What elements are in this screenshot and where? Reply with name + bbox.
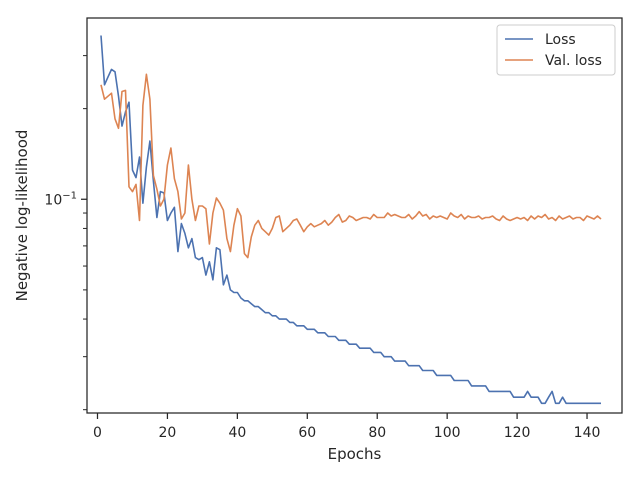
series-line-loss (100, 35, 601, 405)
x-tick-label: 60 (298, 425, 316, 441)
x-tick-label: 40 (228, 425, 246, 441)
plot-area (100, 35, 602, 405)
axes-frame (86, 17, 623, 414)
x-tick-label: 20 (159, 425, 177, 441)
legend-box (496, 24, 616, 76)
x-tick-label: 100 (434, 425, 461, 441)
axis-ticks: 0 20 40 60 80 100 120 140 10−1 (44, 55, 601, 441)
x-tick-label: 120 (504, 425, 531, 441)
y-axis-label: Negative log-likelihood (13, 130, 31, 302)
legend-label-val-loss: Val. loss (545, 53, 602, 69)
y-tick-label: 10−1 (44, 190, 77, 208)
x-tick-label: 0 (93, 425, 102, 441)
x-tick-label: 80 (368, 425, 386, 441)
legend: Loss Val. loss (496, 24, 616, 76)
x-tick-label: 140 (574, 425, 601, 441)
legend-label-loss: Loss (545, 32, 576, 48)
x-axis-label: Epochs (328, 445, 382, 463)
series-line-val-loss (100, 73, 602, 259)
